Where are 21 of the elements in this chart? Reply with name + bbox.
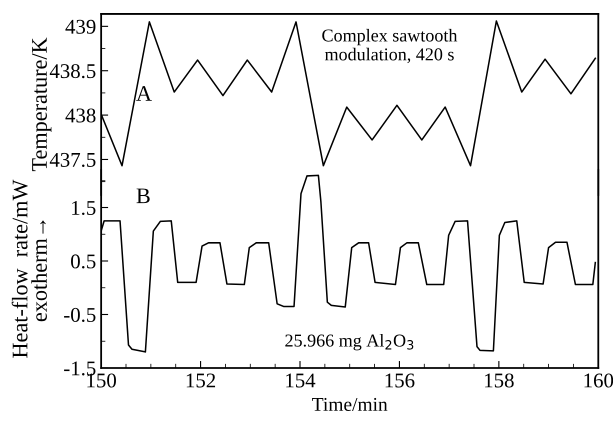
- y-tick-label: -1.5: [64, 361, 96, 376]
- y-axis-title: Temperature/K: [32, 38, 52, 172]
- x-tick-label: 154: [286, 374, 316, 388]
- annotation: A: [136, 86, 152, 101]
- x-tick-label: 160: [584, 373, 613, 388]
- y-axis-title: Heat-flow rate/mW exotherm→: [12, 180, 47, 358]
- y-tick-label: 438: [65, 108, 96, 123]
- y-tick-label: 439: [65, 20, 96, 34]
- y-tick-label: 1.5: [72, 200, 96, 216]
- y-tick-label: 438.5: [50, 64, 96, 78]
- y-tick-label: 437.5: [50, 152, 96, 167]
- y-tick-label: 0.5: [71, 254, 96, 269]
- annotation: 25.966 mg Al$_{2}$O$_{3}$: [285, 334, 414, 350]
- annotation: Complex sawtooth modulation, 420 s: [322, 28, 458, 64]
- x-tick-label: 150: [87, 373, 116, 388]
- x-tick-label: 152: [186, 374, 216, 388]
- x-axis-title: Time/min: [312, 398, 388, 411]
- x-tick-label: 158: [485, 373, 514, 388]
- x-tick-label: 156: [386, 374, 414, 388]
- y-tick-label: -0.5: [64, 308, 96, 322]
- annotation: B: [136, 188, 150, 204]
